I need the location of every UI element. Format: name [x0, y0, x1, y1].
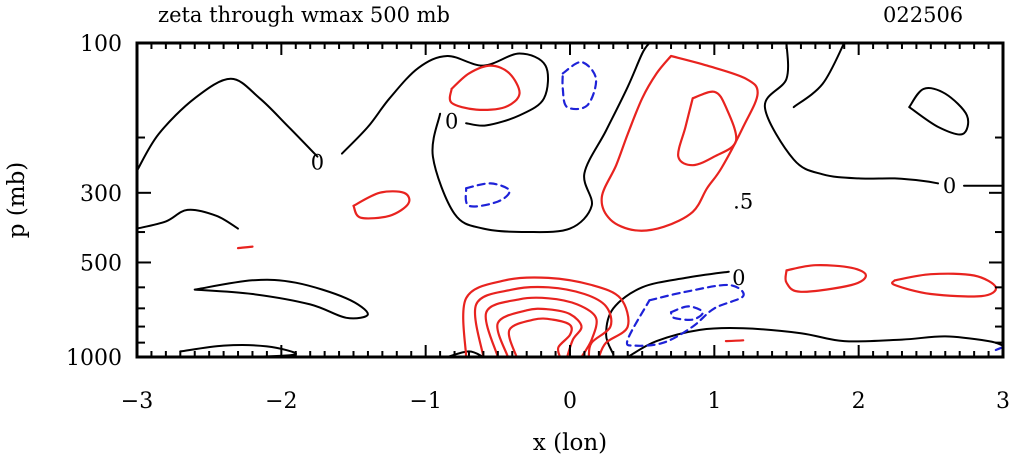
contour-line-positive-21 [462, 276, 630, 359]
x-tick-label: −3 [121, 389, 153, 414]
contour-line-zero-8 [193, 278, 369, 320]
contour-line-positive-23 [484, 296, 598, 359]
contour-line-zero-3 [136, 208, 239, 230]
x-tick-label: 2 [852, 389, 866, 414]
x-tick-label: 1 [707, 389, 721, 414]
contour-line-positive-24 [496, 307, 583, 359]
y-tick-label: 500 [80, 251, 122, 276]
contour-line-zero-6 [792, 42, 846, 109]
contour-labels: 0 0 0 0 .5 [311, 110, 957, 290]
x-tick-label: −2 [265, 389, 297, 414]
contour-value-label: 0 [445, 110, 458, 134]
tick-labels: −3 −2 −1 0 1 2 3 100 300 500 1000 [66, 32, 1010, 414]
y-tick-label: 1000 [66, 346, 122, 371]
contour-value-label: .5 [733, 190, 753, 214]
contour-line-positive-19 [891, 272, 998, 298]
contour-line-negative-28 [625, 283, 745, 347]
contour-line-negative-29 [669, 305, 704, 321]
x-tick-label: 3 [996, 389, 1010, 414]
date-label: 022506 [883, 3, 963, 27]
contour-line-zero-7 [908, 87, 970, 136]
contour-lines [136, 42, 1005, 359]
x-axis-label: x (lon) [533, 430, 607, 456]
contour-line-zero-1 [341, 52, 549, 155]
contour-line-negative-27 [464, 182, 511, 208]
plot-frame [135, 41, 1005, 359]
axis-ticks [136, 42, 1004, 358]
contour-line-zero-10 [626, 326, 1004, 358]
x-tick-label: −1 [409, 389, 441, 414]
contour-line-zero-4 [763, 42, 939, 185]
contour-line-positive-16 [352, 190, 411, 220]
x-tick-label: 0 [563, 389, 577, 414]
y-tick-label: 300 [80, 182, 122, 207]
contour-line-positive-14 [600, 54, 759, 232]
contour-value-label: 0 [732, 266, 745, 290]
contour-line-positive-20 [724, 339, 745, 343]
contour-line-positive-17 [236, 245, 254, 250]
contour-value-label: 0 [311, 150, 324, 174]
contour-line-positive-13 [448, 64, 521, 111]
contour-line-zero-0 [136, 77, 319, 172]
chart-title: zeta through wmax 500 mb [158, 3, 450, 27]
contour-line-zero-2 [431, 42, 651, 234]
contour-line-negative-26 [561, 60, 598, 111]
contour-line-positive-22 [473, 285, 613, 359]
contour-line-positive-25 [507, 317, 573, 359]
contour-line-positive-18 [784, 263, 867, 293]
y-tick-label: 100 [80, 32, 122, 57]
contour-line-zero-9 [605, 270, 730, 356]
y-axis-label: p (mb) [4, 162, 30, 239]
contour-line-positive-15 [677, 90, 738, 167]
contour-value-label: 0 [943, 174, 956, 198]
contour-line-zero-11 [179, 344, 297, 358]
